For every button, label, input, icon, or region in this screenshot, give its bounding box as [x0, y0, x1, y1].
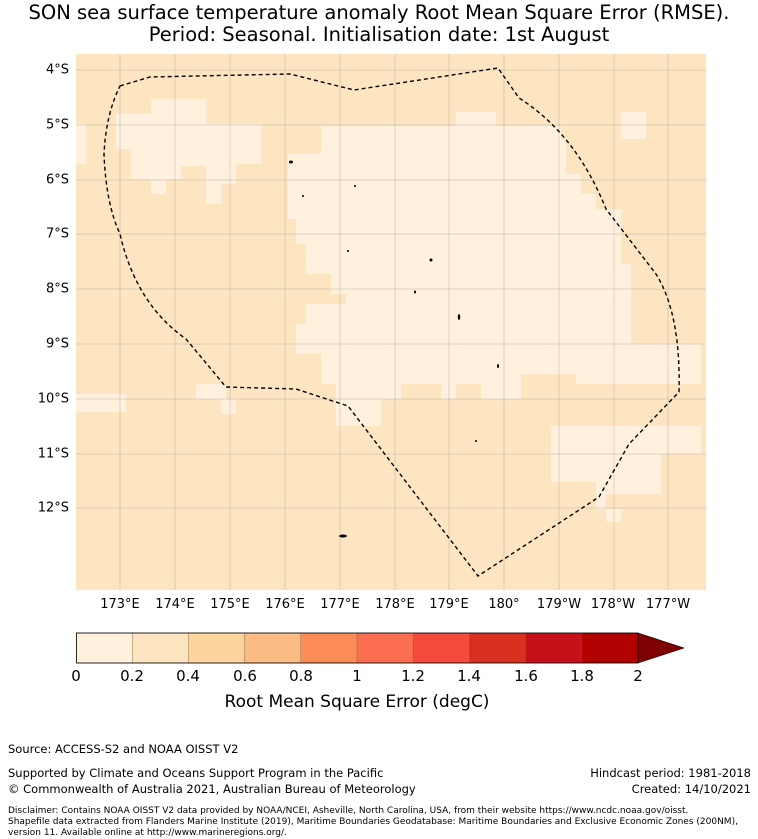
colorbar-cell: [188, 632, 246, 664]
colorbar-tick: 1: [352, 667, 362, 685]
colorbar-tick: 1.8: [570, 667, 594, 685]
rmse-map: [76, 54, 706, 590]
rmse-low-patches: [76, 99, 701, 522]
colorbar-tick: 1.6: [514, 667, 538, 685]
island-niulakita: [475, 440, 477, 442]
island-nanumea: [289, 160, 293, 164]
copyright-text: © Commonwealth of Australia 2021, Austra…: [8, 782, 416, 796]
colorbar-tick: 2: [633, 667, 643, 685]
hindcast-period: Hindcast period: 1981-2018: [590, 766, 751, 780]
support-text: Supported by Climate and Oceans Support …: [8, 766, 384, 780]
colorbar-cell: [469, 632, 527, 664]
colorbar-cell: [525, 632, 583, 664]
lon-label: 180°: [488, 597, 520, 612]
disclaimer-line: Disclaimer: Contains NOAA OISST V2 data …: [8, 806, 689, 816]
disclaimer-line: version 11. Available online at http://w…: [8, 828, 287, 838]
island-nukufetau: [414, 290, 416, 294]
lon-label: 176°E: [265, 597, 305, 612]
island-nukulaelae: [497, 364, 499, 368]
lon-label: 179°E: [429, 597, 469, 612]
colorbar-tick: 0: [71, 667, 81, 685]
colorbar-tick: 1.4: [457, 667, 481, 685]
colorbar-tick: 0.8: [289, 667, 313, 685]
colorbar-label: Root Mean Square Error (degC): [224, 692, 490, 712]
lat-label: 5°S: [45, 117, 69, 133]
lat-label: 4°S: [45, 62, 69, 78]
islands: [289, 160, 499, 538]
colorbar-cell: [132, 632, 189, 664]
colorbar-tick: 0.2: [120, 667, 144, 685]
colorbar-cell: [413, 632, 470, 664]
island-niutao: [354, 185, 356, 187]
island-nui: [347, 250, 349, 252]
lat-label: 9°S: [45, 336, 69, 352]
colorbar-outline: [76, 632, 639, 664]
lat-label: 10°S: [37, 391, 69, 407]
colorbar: [76, 632, 685, 664]
graticule: [76, 54, 706, 590]
island-vaitupu: [429, 258, 433, 262]
disclaimer-text: Disclaimer: Contains NOAA OISST V2 data …: [8, 806, 738, 839]
lat-label: 11°S: [37, 446, 69, 462]
lat-label: 12°S: [37, 500, 69, 516]
lat-label: 6°S: [45, 172, 69, 188]
map-subtitle: Period: Seasonal. Initialisation date: 1…: [148, 23, 610, 46]
island-nanumanga: [302, 195, 304, 197]
colorbar-tick: 0.4: [176, 667, 200, 685]
colorbar-cell: [581, 632, 639, 664]
lon-label: 179°W: [536, 597, 582, 612]
lon-label: 177°E: [320, 597, 360, 612]
colorbar-extend-arrow: [637, 632, 685, 664]
lon-label: 178°E: [375, 597, 415, 612]
colorbar-tick: 1.2: [401, 667, 425, 685]
lon-label: 174°E: [155, 597, 195, 612]
colorbar-cell: [76, 632, 133, 664]
lon-label: 173°E: [100, 597, 140, 612]
lat-label: 7°S: [45, 226, 69, 242]
created-date: Created: 14/10/2021: [631, 782, 751, 796]
lon-label: 178°W: [590, 597, 636, 612]
colorbar-cell: [300, 632, 358, 664]
map-title: SON sea surface temperature anomaly Root…: [28, 1, 730, 24]
disclaimer-line: Shapefile data extracted from Flanders M…: [8, 817, 738, 827]
lon-label: 177°W: [645, 597, 691, 612]
lon-label: 175°E: [210, 597, 250, 612]
colorbar-cell: [244, 632, 302, 664]
source-text: Source: ACCESS-S2 and NOAA OISST V2: [8, 742, 239, 756]
island-rotuma: [339, 534, 347, 538]
colorbar-tick: 0.6: [233, 667, 257, 685]
island-funafuti: [457, 314, 461, 320]
colorbar-cell: [356, 632, 414, 664]
lat-label: 8°S: [45, 281, 69, 297]
